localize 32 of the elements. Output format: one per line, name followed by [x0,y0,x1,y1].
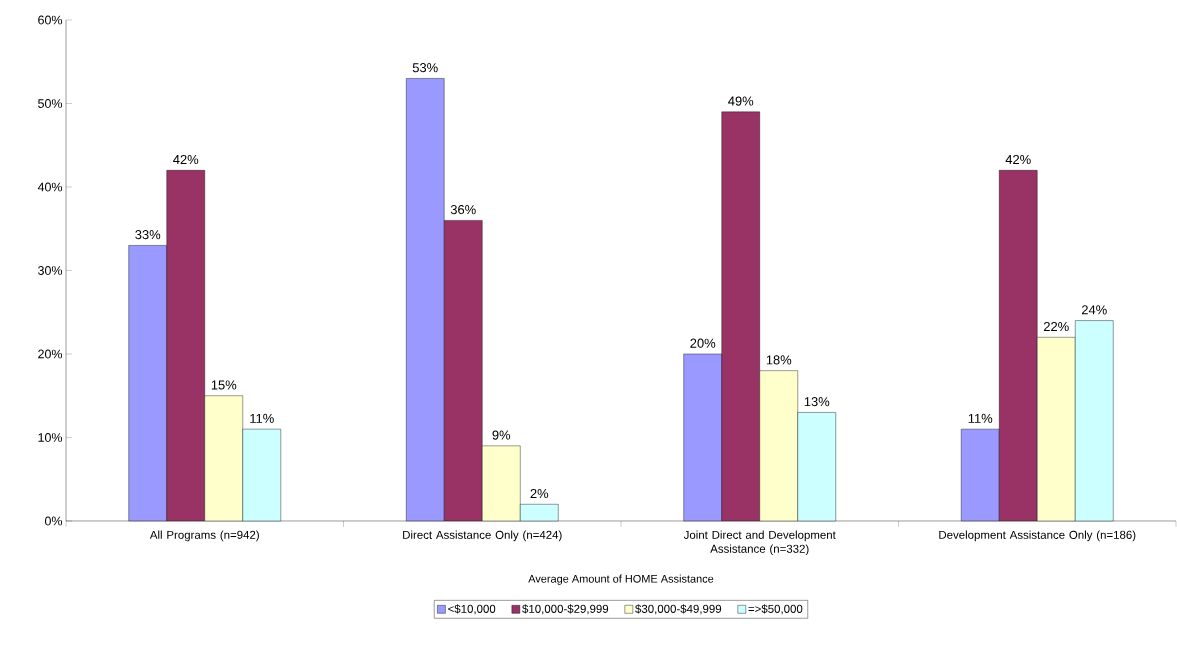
x-tick-label: Direct Assistance Only (n=424) [403,530,562,542]
legend-label: =>$50,000 [748,604,803,615]
data-label: 53% [412,63,438,73]
data-label: 42% [1005,154,1031,165]
y-tick-label: 50% [38,99,63,108]
data-label: 18% [766,355,792,365]
data-label: 11% [250,413,274,423]
data-label: 49% [728,96,754,106]
data-label: 33% [135,230,161,240]
y-tick-label: 30% [38,266,63,275]
y-tick-label: 0% [44,516,63,526]
y-tick-label: 20% [38,349,63,359]
data-label: 15% [211,380,237,390]
legend-label: <$10,000 [448,604,496,615]
data-label: 20% [690,338,716,348]
y-tick-label: 60% [38,15,63,25]
data-label: 13% [804,397,830,407]
y-tick-label: 40% [37,182,63,192]
x-tick-label: Development Assistance Only (n=186) [939,530,1136,542]
data-label: 36% [450,205,476,215]
data-label: 2% [530,488,549,499]
data-label: 22% [1043,321,1069,332]
data-label: 11% [968,413,993,423]
y-tick-label: 10% [38,433,63,442]
x-tick-label: All Programs (n=942) [149,530,259,542]
legend-label: $10,000-$29,999 [522,604,609,615]
x-tick-label: Joint Direct and Development Assistance (n=332) [683,530,836,556]
data-label: 9% [492,430,511,440]
data-label: 24% [1081,305,1107,315]
data-label: 42% [173,154,199,165]
legend-label: $30,000-$49,999 [635,604,722,615]
x-axis-title: Average Amount of HOME Assistance [528,574,714,585]
